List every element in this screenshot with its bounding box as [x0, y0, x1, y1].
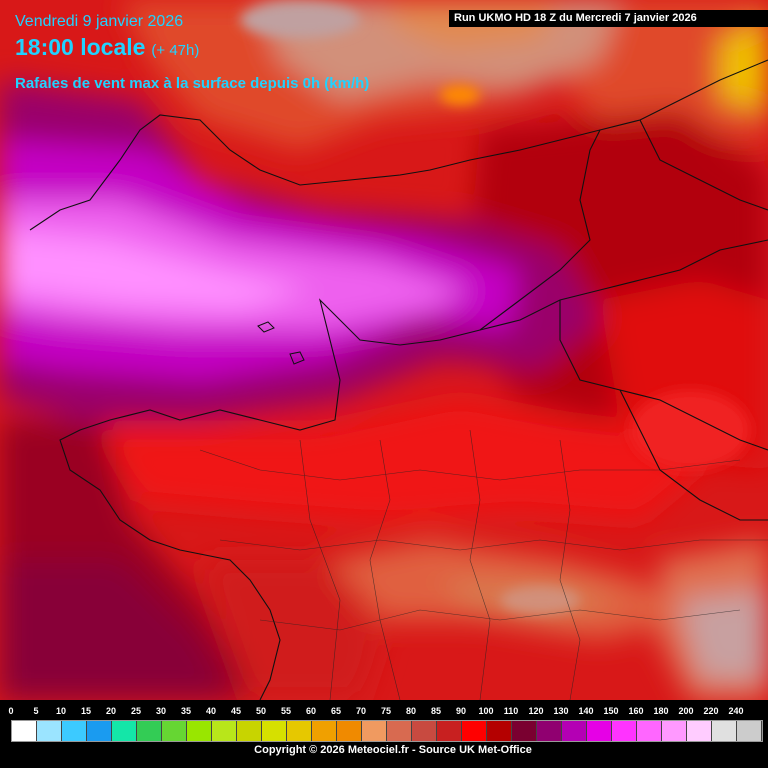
legend-label: 85	[430, 706, 442, 716]
legend-label: 70	[355, 706, 367, 716]
parameter-title: Rafales de vent max à la surface depuis …	[15, 75, 370, 92]
legend-swatch	[287, 721, 312, 741]
legend-swatch	[87, 721, 112, 741]
legend-swatch	[312, 721, 337, 741]
legend-label: 90	[455, 706, 467, 716]
legend-label: 120	[528, 706, 544, 716]
forecast-offset: (+ 47h)	[151, 42, 200, 59]
forecast-time: 18:00 locale (+ 47h)	[15, 34, 199, 61]
legend-label: 55	[280, 706, 292, 716]
legend-swatch	[487, 721, 512, 741]
legend-swatch	[12, 721, 37, 741]
islands	[257, 321, 305, 365]
admin-borders	[199, 429, 768, 701]
gust-detail	[240, 2, 750, 614]
legend-label: 25	[130, 706, 142, 716]
legend-label: 100	[478, 706, 494, 716]
legend-swatch	[662, 721, 687, 741]
legend-swatch	[512, 721, 537, 741]
gust-field	[0, 0, 768, 700]
legend-labels: 0 5 10 15 20 25 30 35 40 45 50 55 60 65 70 75 80 85 90 100 1…	[0, 706, 768, 718]
legend-swatch	[237, 721, 262, 741]
forecast-time-label: 18:00 locale	[15, 34, 146, 60]
legend-swatch	[187, 721, 212, 741]
legend-label: 60	[305, 706, 317, 716]
legend-swatch	[112, 721, 137, 741]
legend-swatch	[337, 721, 362, 741]
legend-label: 200	[678, 706, 694, 716]
legend-swatch	[537, 721, 562, 741]
legend-label: 0	[8, 706, 14, 716]
legend-label: 45	[230, 706, 242, 716]
legend-swatch	[637, 721, 662, 741]
color-legend: 0 5 10 15 20 25 30 35 40 45 50 55 60 65 70 75 80 85 90 100 1…	[0, 700, 768, 768]
legend-label: 220	[703, 706, 719, 716]
legend-swatch	[37, 721, 62, 741]
legend-label: 240	[728, 706, 744, 716]
legend-bar	[11, 720, 763, 742]
legend-swatch	[612, 721, 637, 741]
legend-label: 160	[628, 706, 644, 716]
legend-swatch	[162, 721, 187, 741]
legend-swatch	[262, 721, 287, 741]
legend-label: 65	[330, 706, 342, 716]
legend-label: 75	[380, 706, 392, 716]
legend-swatch	[687, 721, 712, 741]
legend-label: 140	[578, 706, 594, 716]
forecast-date: Vendredi 9 janvier 2026	[15, 13, 184, 30]
legend-swatch	[437, 721, 462, 741]
legend-swatch	[712, 721, 737, 741]
legend-label: 130	[553, 706, 569, 716]
legend-swatch	[737, 721, 762, 741]
legend-label: 180	[653, 706, 669, 716]
legend-label: 150	[603, 706, 619, 716]
coastlines	[29, 59, 768, 701]
legend-swatch	[212, 721, 237, 741]
legend-swatch	[587, 721, 612, 741]
legend-label: 50	[255, 706, 267, 716]
legend-swatch	[562, 721, 587, 741]
legend-label: 35	[180, 706, 192, 716]
legend-label: 10	[55, 706, 67, 716]
legend-label: 40	[205, 706, 217, 716]
legend-swatch	[137, 721, 162, 741]
copyright: Copyright © 2026 Meteociel.fr - Source U…	[254, 744, 532, 756]
legend-label: 110	[503, 706, 519, 716]
legend-label: 20	[105, 706, 117, 716]
legend-swatch	[362, 721, 387, 741]
legend-label: 15	[80, 706, 92, 716]
legend-label: 30	[155, 706, 167, 716]
legend-swatch	[62, 721, 87, 741]
legend-swatch	[412, 721, 437, 741]
model-run-label: Run UKMO HD 18 Z du Mercredi 7 janvier 2…	[449, 10, 768, 27]
legend-label: 5	[33, 706, 39, 716]
legend-label: 80	[405, 706, 417, 716]
legend-swatch	[387, 721, 412, 741]
legend-swatch	[462, 721, 487, 741]
